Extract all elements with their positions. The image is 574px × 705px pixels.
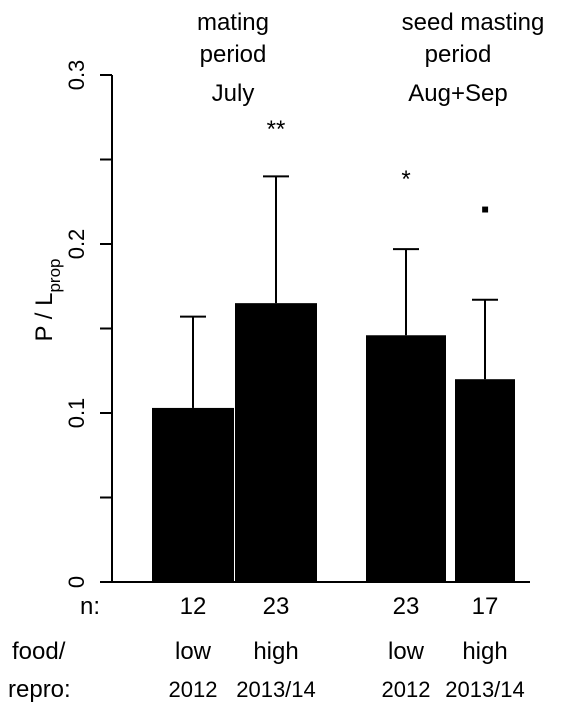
period-seed-line2: period bbox=[425, 41, 492, 68]
n-values: 12 23 23 17 bbox=[180, 593, 499, 620]
food-value-3: low bbox=[388, 638, 425, 665]
period-seed-line1: seed masting bbox=[402, 9, 545, 36]
food-values: low high low high bbox=[175, 638, 508, 665]
year-value-4: 2013/14 bbox=[445, 677, 525, 702]
year-values: 2012 2013/14 2012 2013/14 bbox=[169, 677, 525, 702]
period-seed-line3: Aug+Sep bbox=[408, 80, 507, 107]
food-value-1: low bbox=[175, 638, 212, 665]
y-axis-title-main: P / L bbox=[31, 293, 58, 342]
period-mating-line2: period bbox=[200, 41, 267, 68]
bar-3 bbox=[366, 335, 446, 582]
significance-markers: ***▪ bbox=[267, 116, 490, 223]
period-mating-line1: mating bbox=[197, 9, 269, 36]
n-value-3: 23 bbox=[393, 593, 420, 620]
n-value-1: 12 bbox=[180, 593, 207, 620]
y-tick-label-1: 0.1 bbox=[64, 398, 89, 429]
significance-marker-3: * bbox=[401, 166, 410, 193]
significance-marker-2: ** bbox=[267, 116, 286, 143]
period-header-mating: mating period July bbox=[197, 9, 269, 107]
year-value-3: 2012 bbox=[382, 677, 431, 702]
y-axis-title: P / Lprop bbox=[31, 259, 64, 342]
y-axis-title-sub: prop bbox=[45, 259, 64, 293]
y-ticks: 0 0.1 0.2 0.3 bbox=[64, 60, 112, 588]
food-row-label-line2: repro: bbox=[8, 676, 71, 703]
period-mating-line3: July bbox=[212, 80, 255, 107]
n-value-2: 23 bbox=[263, 593, 290, 620]
n-row-label: n: bbox=[80, 593, 100, 620]
food-row-label-line1: food/ bbox=[12, 638, 66, 665]
bar-1 bbox=[152, 407, 234, 582]
bar-4 bbox=[455, 379, 515, 582]
food-value-2: high bbox=[253, 638, 298, 665]
y-tick-label-2: 0.2 bbox=[64, 229, 89, 260]
y-tick-label-0: 0 bbox=[64, 576, 89, 588]
period-header-seed-masting: seed masting period Aug+Sep bbox=[402, 9, 545, 107]
n-value-4: 17 bbox=[472, 593, 499, 620]
y-tick-label-3: 0.3 bbox=[64, 60, 89, 91]
bar-2 bbox=[235, 303, 317, 582]
significance-marker-4: ▪ bbox=[481, 196, 490, 223]
food-value-4: high bbox=[462, 638, 507, 665]
year-value-1: 2012 bbox=[169, 677, 218, 702]
bars bbox=[152, 303, 515, 582]
error-bars bbox=[180, 175, 498, 408]
year-value-2: 2013/14 bbox=[236, 677, 316, 702]
